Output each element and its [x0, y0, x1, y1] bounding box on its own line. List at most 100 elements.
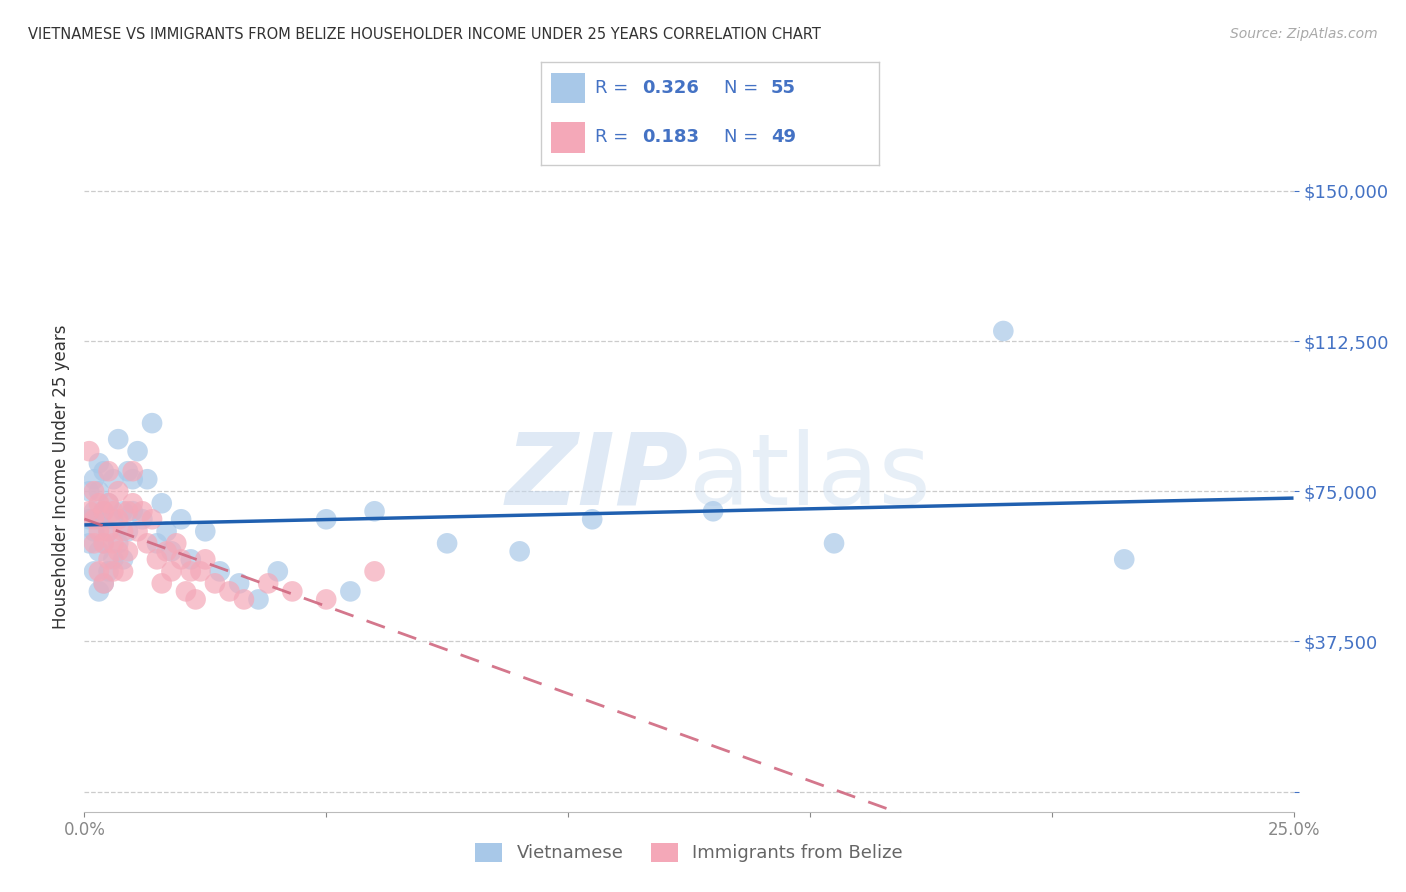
Point: [247, 592, 270, 607]
Text: Source: ZipAtlas.com: Source: ZipAtlas.com: [1230, 27, 1378, 41]
Point: [87, 544, 110, 558]
Point: [993, 324, 1015, 338]
Point: [83, 524, 105, 539]
Point: [87, 496, 110, 510]
Point: [93, 576, 115, 591]
Point: [150, 496, 173, 510]
Point: [97, 524, 120, 539]
Y-axis label: Householder Income Under 25 years: Householder Income Under 25 years: [52, 325, 70, 630]
Point: [146, 552, 169, 566]
Text: R =: R =: [595, 128, 634, 146]
Point: [93, 536, 115, 550]
Text: VIETNAMESE VS IMMIGRANTS FROM BELIZE HOUSEHOLDER INCOME UNDER 25 YEARS CORRELATI: VIETNAMESE VS IMMIGRANTS FROM BELIZE HOU…: [28, 27, 821, 42]
Point: [83, 536, 105, 550]
Point: [77, 512, 100, 526]
Point: [267, 565, 290, 579]
Point: [87, 524, 110, 539]
Bar: [551, 73, 585, 103]
Point: [204, 576, 226, 591]
Point: [83, 484, 105, 499]
Point: [281, 584, 304, 599]
Legend: Vietnamese, Immigrants from Belize: Vietnamese, Immigrants from Belize: [468, 836, 910, 870]
Text: R =: R =: [595, 79, 634, 97]
Point: [107, 432, 129, 446]
Point: [1114, 552, 1136, 566]
Point: [160, 565, 183, 579]
Point: [103, 472, 125, 486]
Point: [107, 484, 129, 499]
Point: [180, 552, 202, 566]
Point: [150, 576, 173, 591]
Point: [136, 536, 159, 550]
Point: [77, 484, 100, 499]
Point: [93, 504, 115, 518]
Point: [141, 512, 163, 526]
Point: [83, 504, 105, 518]
Point: [107, 544, 129, 558]
Point: [87, 512, 110, 526]
Point: [117, 544, 139, 558]
Point: [194, 552, 217, 566]
Point: [97, 565, 120, 579]
Point: [107, 512, 129, 526]
Point: [339, 584, 361, 599]
Point: [228, 576, 250, 591]
Point: [93, 504, 115, 518]
Point: [315, 592, 337, 607]
Point: [190, 565, 212, 579]
Point: [218, 584, 240, 599]
Point: [87, 565, 110, 579]
Point: [363, 504, 385, 518]
Point: [103, 552, 125, 566]
Text: ZIP: ZIP: [506, 429, 689, 525]
Bar: [551, 122, 585, 153]
Point: [77, 504, 100, 518]
Point: [121, 472, 143, 486]
Point: [107, 536, 129, 550]
Point: [155, 544, 177, 558]
Point: [103, 512, 125, 526]
Point: [121, 464, 143, 478]
Point: [121, 496, 143, 510]
Text: atlas: atlas: [689, 429, 931, 525]
Point: [165, 536, 187, 550]
Point: [170, 512, 193, 526]
Point: [823, 536, 845, 550]
Point: [131, 504, 153, 518]
Point: [97, 552, 120, 566]
Point: [117, 524, 139, 539]
Point: [117, 504, 139, 518]
Point: [127, 524, 149, 539]
Point: [93, 576, 115, 591]
Text: N =: N =: [724, 79, 763, 97]
Point: [112, 524, 135, 539]
Point: [112, 552, 135, 566]
Point: [131, 512, 153, 526]
Point: [257, 576, 280, 591]
Point: [77, 444, 100, 458]
Text: N =: N =: [724, 128, 763, 146]
Point: [103, 565, 125, 579]
Point: [103, 504, 125, 518]
Point: [87, 456, 110, 470]
Point: [112, 565, 135, 579]
Point: [180, 565, 202, 579]
Point: [581, 512, 603, 526]
Point: [97, 524, 120, 539]
Point: [363, 565, 385, 579]
Point: [436, 536, 458, 550]
Text: 0.326: 0.326: [643, 79, 699, 97]
Point: [146, 536, 169, 550]
Point: [121, 504, 143, 518]
Point: [174, 584, 197, 599]
Point: [112, 504, 135, 518]
Point: [103, 536, 125, 550]
Point: [170, 552, 193, 566]
Point: [83, 512, 105, 526]
Point: [208, 565, 231, 579]
Point: [93, 536, 115, 550]
Point: [194, 524, 217, 539]
Text: 55: 55: [770, 79, 796, 97]
Point: [160, 544, 183, 558]
Point: [93, 464, 115, 478]
